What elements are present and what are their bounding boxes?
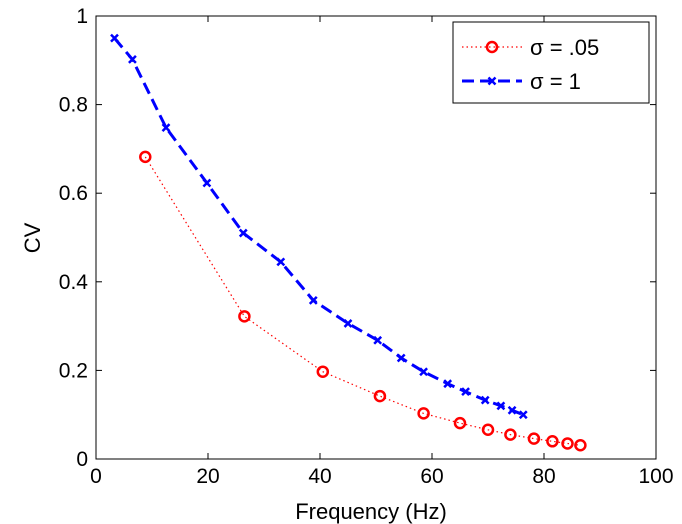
data-point bbox=[461, 387, 470, 397]
y-tick-label: 0.8 bbox=[59, 94, 88, 117]
x-tick-label: 100 bbox=[638, 465, 673, 488]
data-point bbox=[574, 439, 587, 452]
x-axis-title: Frequency (Hz) bbox=[295, 499, 447, 524]
legend-marker bbox=[487, 76, 497, 86]
data-point bbox=[110, 33, 119, 43]
data-point bbox=[373, 389, 387, 403]
y-tick-label: 0.4 bbox=[59, 271, 89, 294]
data-point bbox=[238, 310, 251, 323]
x-tick-label: 60 bbox=[420, 465, 443, 488]
legend-box bbox=[452, 21, 650, 104]
data-point bbox=[139, 150, 152, 164]
axis-ticks: 0 20 40 60 80 100 0 0.2 0.4 0.6 0.8 1 bbox=[59, 5, 674, 488]
series-line-2 bbox=[113, 37, 524, 417]
y-tick-label: 0 bbox=[76, 448, 88, 471]
data-point bbox=[417, 407, 430, 420]
x-tick-label: 0 bbox=[90, 465, 102, 488]
data-point bbox=[496, 401, 506, 411]
y-tick-label: 0.2 bbox=[59, 359, 88, 382]
data-point bbox=[343, 319, 353, 328]
legend-marker bbox=[485, 40, 499, 54]
data-point bbox=[396, 353, 406, 363]
y-tick-label: 0.6 bbox=[59, 182, 88, 205]
series-layer bbox=[110, 33, 587, 452]
y-tick-label: 1 bbox=[76, 5, 88, 28]
y-axis-title: CV bbox=[20, 222, 45, 253]
data-point bbox=[443, 379, 453, 389]
data-point bbox=[276, 257, 286, 267]
legend-label: σ = 1 bbox=[530, 69, 581, 94]
data-point bbox=[507, 405, 517, 415]
legend-label: σ = .05 bbox=[530, 35, 599, 60]
data-point bbox=[373, 335, 383, 345]
data-point bbox=[308, 296, 318, 305]
legend-entries: σ = .05 σ = 1 bbox=[462, 35, 599, 94]
data-point bbox=[527, 432, 541, 445]
data-point bbox=[453, 416, 467, 430]
data-point bbox=[561, 437, 574, 450]
data-point bbox=[161, 123, 171, 133]
x-tick-label: 80 bbox=[532, 465, 555, 488]
data-point bbox=[518, 410, 528, 420]
data-point bbox=[481, 423, 495, 437]
x-tick-label: 20 bbox=[196, 465, 219, 488]
series-line-1 bbox=[144, 156, 581, 446]
data-point bbox=[480, 395, 490, 405]
data-point bbox=[546, 435, 559, 448]
data-point bbox=[202, 178, 212, 188]
data-point bbox=[128, 55, 137, 64]
x-tick-label: 40 bbox=[308, 465, 331, 488]
data-point bbox=[504, 428, 517, 441]
legend: σ = .05 σ = 1 bbox=[452, 21, 650, 104]
data-point bbox=[238, 228, 248, 238]
data-point bbox=[316, 365, 330, 378]
data-point bbox=[419, 367, 428, 377]
